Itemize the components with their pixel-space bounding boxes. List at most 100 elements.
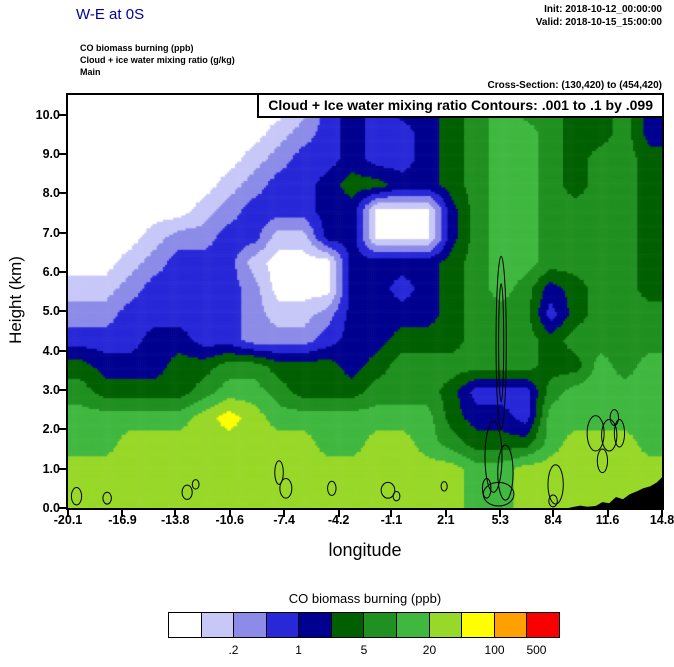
colorbar-cell [527, 613, 559, 637]
plot-area: Cloud + Ice water mixing ratio Contours:… [66, 93, 664, 510]
y-tick-label: 0.0 [42, 501, 60, 515]
x-tick-mark [661, 510, 663, 517]
cloud-contour [613, 419, 626, 448]
colorbar-tick-label: 1 [295, 643, 302, 657]
x-tick-mark [552, 510, 555, 517]
y-tick-label: 8.0 [42, 186, 60, 201]
y-tick-mark [59, 310, 66, 313]
valid-timestamp: Valid: 2018-10-15_15:00:00 [535, 17, 662, 28]
colorbar-cell [494, 613, 527, 637]
field-line-cloud: Cloud + ice water mixing ratio (g/kg) [80, 55, 235, 66]
x-tick-label: 5.3 [491, 513, 509, 527]
field-line-grid: Main [80, 67, 101, 78]
colorbar-cell [299, 613, 331, 637]
page-title: W-E at 0S [76, 6, 145, 23]
y-tick-label: 10.0 [35, 107, 60, 122]
x-tick-label: -1.1 [380, 513, 403, 527]
cloud-contour [279, 478, 293, 499]
colorbar-cell [169, 613, 201, 637]
cloud-contour [440, 481, 448, 492]
colorbar-tick-label: .2 [228, 643, 239, 657]
x-tick-mark [228, 510, 231, 517]
x-tick-label: -13.8 [160, 513, 190, 527]
x-tick-label: -16.9 [108, 513, 137, 527]
y-tick-mark [59, 467, 66, 470]
cloud-contour [380, 481, 396, 499]
contour-info-box: Cloud + Ice water mixing ratio Contours:… [257, 93, 664, 118]
y-tick-mark [59, 231, 66, 234]
y-tick-mark [59, 349, 66, 352]
colorbar-cell [429, 613, 462, 637]
y-tick-mark [59, 192, 66, 195]
cloud-contour [498, 283, 505, 403]
x-tick-label: 11.6 [595, 513, 620, 527]
cloud-contour [70, 487, 83, 506]
cloud-contour [596, 448, 609, 474]
heatmap-canvas [68, 95, 662, 508]
cloud-contour [609, 409, 620, 426]
cloud-contour [102, 491, 112, 505]
y-tick-label: 6.0 [42, 265, 60, 279]
cloud-contour [181, 484, 193, 500]
colorbar-cell [462, 613, 494, 637]
x-tick-mark [121, 510, 124, 517]
cloud-contour [548, 494, 558, 508]
terrain-silhouette [568, 477, 662, 508]
x-tick-mark [499, 510, 502, 517]
colorbar-cell [331, 613, 364, 637]
colorbar-tick-label: 500 [526, 643, 547, 657]
y-tick-label: 3.0 [42, 383, 60, 397]
colorbar [168, 612, 560, 638]
run-timestamps: Init: 2018-10-12_00:00:00 Valid: 2018-10… [536, 3, 662, 29]
cloud-contour [495, 255, 507, 430]
y-tick-label: 5.0 [42, 304, 60, 319]
y-tick-mark [59, 507, 66, 509]
contour-overlay [70, 255, 662, 508]
cloud-contour [191, 479, 200, 490]
x-axis-label: longitude [328, 540, 402, 560]
colorbar-cell [234, 613, 266, 637]
cloud-contour [484, 420, 503, 493]
x-tick-label: 2.1 [437, 513, 455, 527]
y-tick-mark [59, 153, 66, 155]
cloud-contour [497, 444, 514, 501]
colorbar-tick-label: 100 [484, 643, 505, 657]
x-tick-label: 14.8 [649, 513, 674, 527]
cloud-contour [327, 480, 337, 496]
x-tick-label: -4.2 [327, 513, 350, 527]
y-tick-mark [59, 428, 66, 431]
init-timestamp: Init: 2018-10-12_00:00:00 [544, 4, 662, 15]
cloud-contour [274, 460, 284, 485]
cloud-contour [601, 419, 618, 452]
colorbar-cell [364, 613, 397, 637]
colorbar-tick-label: 20 [422, 643, 437, 657]
y-tick-label: 4.0 [42, 343, 60, 358]
colorbar-cell [266, 613, 299, 637]
x-tick-label: -7.4 [273, 513, 295, 527]
y-tick-label: 2.0 [42, 422, 60, 437]
y-tick-label: 9.0 [42, 147, 60, 161]
x-tick-label: -10.6 [215, 513, 244, 527]
colorbar-cell [201, 613, 234, 637]
x-tick-mark [606, 510, 609, 517]
cloud-contour [586, 415, 605, 452]
x-tick-mark [174, 510, 177, 517]
x-tick-mark [67, 510, 69, 517]
cloud-contour [547, 464, 564, 505]
y-tick-mark [59, 389, 66, 391]
x-tick-mark [337, 510, 340, 517]
cloud-contour [392, 490, 401, 502]
x-tick-label: -20.1 [53, 513, 83, 527]
x-tick-mark [444, 510, 447, 517]
y-tick-mark [59, 113, 66, 116]
cross-section-label: Cross-Section: (130,420) to (454,420) [487, 80, 662, 91]
field-descriptions: CO biomass burning (ppb) Cloud + ice wat… [80, 42, 235, 78]
colorbar-tick-label: 5 [360, 643, 368, 657]
cloud-contour [481, 478, 492, 499]
colorbar-title: CO biomass burning (ppb) [288, 591, 442, 606]
x-tick-mark [390, 510, 393, 517]
y-tick-mark [59, 271, 66, 273]
y-tick-label: 7.0 [42, 225, 60, 240]
colorbar-cell [397, 613, 429, 637]
